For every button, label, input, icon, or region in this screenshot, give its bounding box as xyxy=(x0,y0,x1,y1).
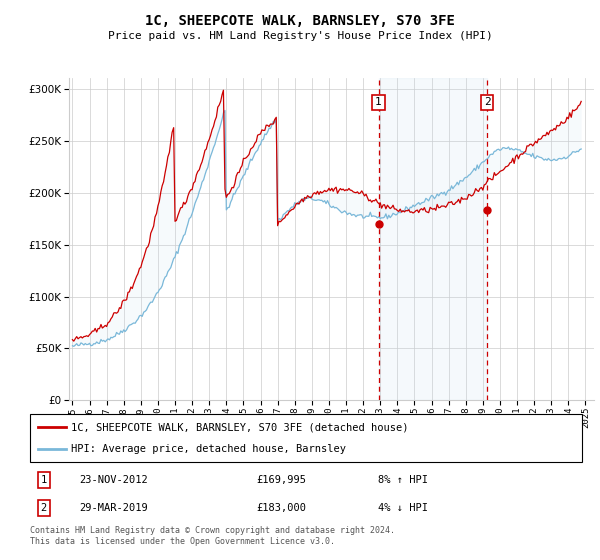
Text: £183,000: £183,000 xyxy=(256,503,307,513)
Text: 2: 2 xyxy=(41,503,47,513)
Text: 8% ↑ HPI: 8% ↑ HPI xyxy=(378,475,428,485)
Text: Price paid vs. HM Land Registry's House Price Index (HPI): Price paid vs. HM Land Registry's House … xyxy=(107,31,493,41)
Text: 1: 1 xyxy=(375,97,382,108)
Bar xyxy=(379,78,487,400)
Text: HPI: Average price, detached house, Barnsley: HPI: Average price, detached house, Barn… xyxy=(71,444,346,454)
Text: 29-MAR-2019: 29-MAR-2019 xyxy=(80,503,148,513)
Text: 1C, SHEEPCOTE WALK, BARNSLEY, S70 3FE (detached house): 1C, SHEEPCOTE WALK, BARNSLEY, S70 3FE (d… xyxy=(71,422,409,432)
Text: 1C, SHEEPCOTE WALK, BARNSLEY, S70 3FE: 1C, SHEEPCOTE WALK, BARNSLEY, S70 3FE xyxy=(145,14,455,28)
Text: 2: 2 xyxy=(484,97,490,108)
Text: £169,995: £169,995 xyxy=(256,475,307,485)
Text: Contains HM Land Registry data © Crown copyright and database right 2024.
This d: Contains HM Land Registry data © Crown c… xyxy=(30,526,395,546)
Text: 1: 1 xyxy=(41,475,47,485)
Text: 4% ↓ HPI: 4% ↓ HPI xyxy=(378,503,428,513)
Text: 23-NOV-2012: 23-NOV-2012 xyxy=(80,475,148,485)
